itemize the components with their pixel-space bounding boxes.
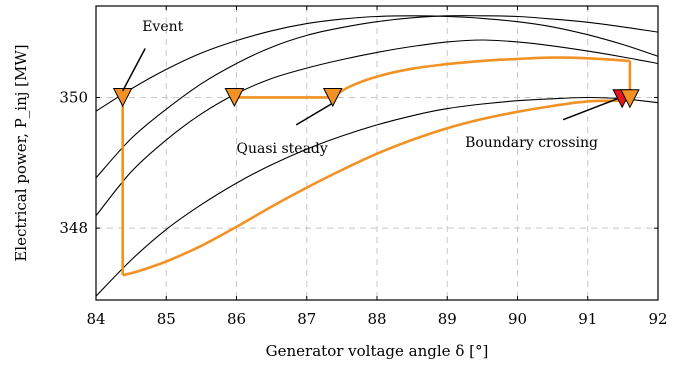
grid [96,6,658,300]
x-tick-label: 88 [367,310,386,328]
power-curves [96,15,658,297]
state-marker-5 [620,89,640,109]
annotation-labels: Event Quasi steady Boundary crossing [142,19,598,157]
annotation-label-2: Quasi steady [237,141,328,157]
state-marker-1 [112,87,133,108]
annotation-label-3: Boundary crossing [465,135,598,151]
annotation-label-1: Event [142,19,183,35]
y-tick-label: 348 [59,219,88,237]
trajectory [121,56,632,277]
power-curve-2 [96,15,658,179]
state-marker-2 [224,87,245,108]
y-tick-label: 350 [59,88,88,106]
x-tick-label: 89 [438,310,457,328]
x-tick-label: 92 [648,310,667,328]
x-tick-label: 90 [508,310,527,328]
y-tick-labels: 348 350 [59,88,658,237]
annotation-leaders [122,48,618,126]
operating-trajectory [121,56,632,277]
markers [112,87,640,109]
x-tick-label: 91 [578,310,597,328]
x-tick-labels: 84 85 86 87 88 89 90 91 92 [86,6,668,328]
power-curve-3 [96,39,658,217]
x-axis-label: Generator voltage angle δ [°] [266,342,489,360]
annotation-leader-2 [295,103,332,126]
annotation-leader-1 [122,48,146,92]
power-curve-4 [96,96,658,297]
state-marker-3 [322,87,343,108]
y-axis-label: Electrical power, P_inj [MW] [12,44,30,261]
annotation-leader-3 [562,98,618,121]
x-tick-label: 84 [86,310,105,328]
power-curve-1 [96,15,658,112]
x-tick-label: 87 [297,310,316,328]
x-tick-label: 86 [227,310,246,328]
x-tick-label: 85 [157,310,176,328]
